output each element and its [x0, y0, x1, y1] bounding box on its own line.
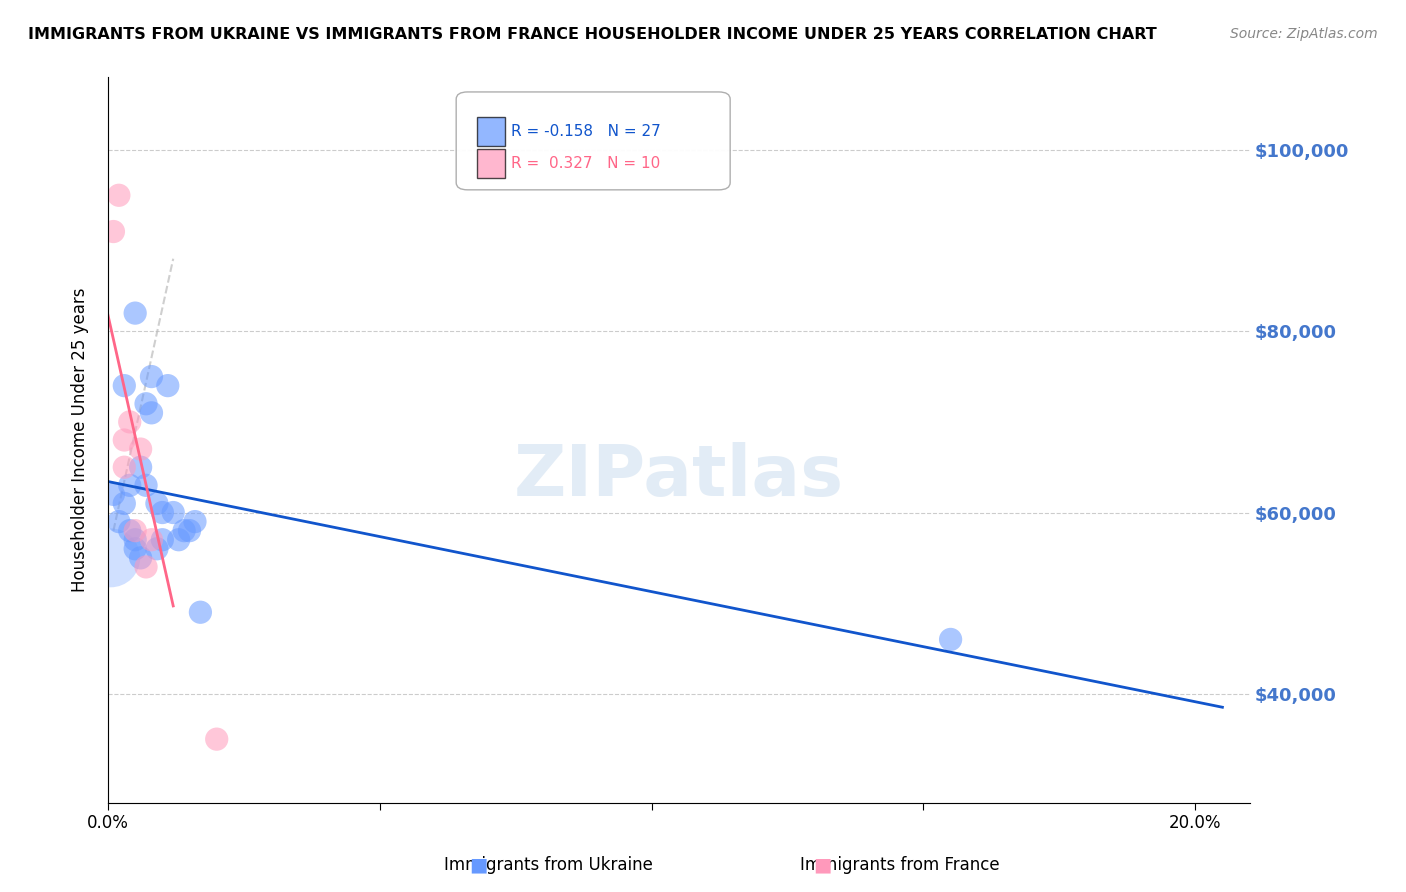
Point — [146, 496, 169, 510]
Point — [167, 533, 190, 547]
Point — [146, 541, 169, 556]
Point — [103, 225, 125, 239]
Point — [100, 550, 122, 565]
FancyBboxPatch shape — [477, 118, 505, 146]
Text: ZIPatlas: ZIPatlas — [513, 442, 844, 511]
Point — [141, 533, 163, 547]
Point — [112, 378, 135, 392]
Text: ■: ■ — [813, 855, 832, 874]
Point — [156, 378, 179, 392]
Point — [135, 560, 157, 574]
Point — [108, 188, 131, 202]
Point — [179, 524, 201, 538]
Text: Source: ZipAtlas.com: Source: ZipAtlas.com — [1230, 27, 1378, 41]
Point — [135, 478, 157, 492]
Text: ■: ■ — [468, 855, 488, 874]
Text: Immigrants from France: Immigrants from France — [800, 856, 1000, 874]
Point — [118, 524, 141, 538]
Point — [150, 506, 173, 520]
Point — [112, 433, 135, 447]
Point — [190, 605, 212, 619]
Point — [124, 541, 146, 556]
Point — [173, 524, 195, 538]
Point — [112, 496, 135, 510]
Point — [124, 306, 146, 320]
Text: Immigrants from Ukraine: Immigrants from Ukraine — [444, 856, 652, 874]
Point — [129, 460, 152, 475]
Text: IMMIGRANTS FROM UKRAINE VS IMMIGRANTS FROM FRANCE HOUSEHOLDER INCOME UNDER 25 YE: IMMIGRANTS FROM UKRAINE VS IMMIGRANTS FR… — [28, 27, 1157, 42]
Point — [124, 524, 146, 538]
Point — [939, 632, 962, 647]
Point — [129, 442, 152, 456]
Point — [141, 369, 163, 384]
Point — [205, 732, 228, 747]
Point — [103, 487, 125, 501]
Point — [108, 515, 131, 529]
Point — [141, 406, 163, 420]
Point — [184, 515, 207, 529]
Y-axis label: Householder Income Under 25 years: Householder Income Under 25 years — [72, 288, 89, 592]
Point — [124, 533, 146, 547]
Point — [135, 397, 157, 411]
Point — [118, 478, 141, 492]
Point — [162, 506, 184, 520]
Text: R =  0.327   N = 10: R = 0.327 N = 10 — [510, 155, 661, 170]
FancyBboxPatch shape — [477, 148, 505, 178]
Point — [150, 533, 173, 547]
Point — [129, 550, 152, 565]
FancyBboxPatch shape — [456, 92, 730, 190]
Text: R = -0.158   N = 27: R = -0.158 N = 27 — [510, 124, 661, 139]
Point — [118, 415, 141, 429]
Point — [112, 460, 135, 475]
